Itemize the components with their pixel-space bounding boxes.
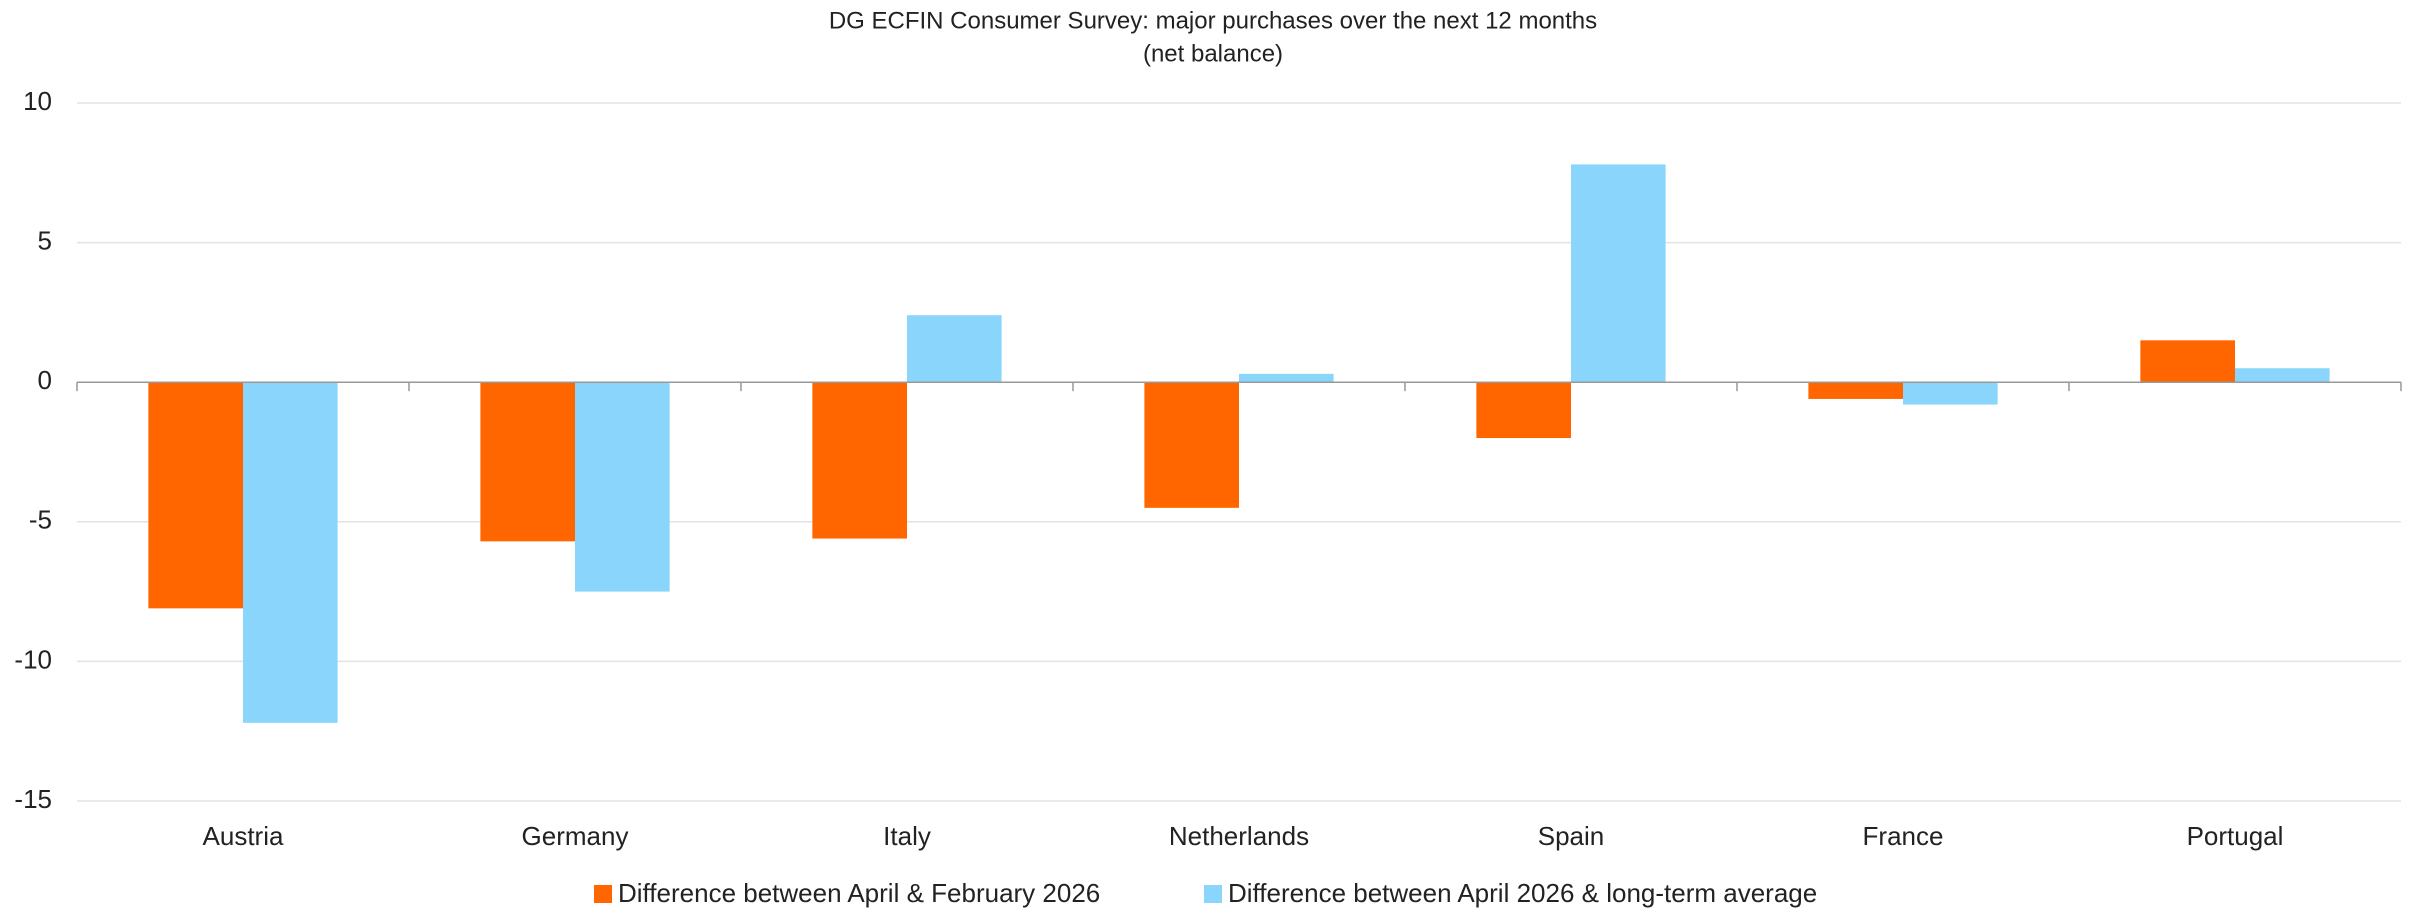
y-tick-label: -15	[14, 784, 52, 814]
bar	[480, 382, 575, 542]
x-tick-label: Netherlands	[1169, 821, 1309, 851]
bar	[1144, 382, 1239, 508]
legend-label: Difference between April 2026 & long-ter…	[1228, 878, 1817, 908]
bar	[1571, 164, 1666, 383]
legend-swatch	[594, 885, 612, 903]
bar	[2235, 368, 2330, 383]
x-tick-label: Austria	[203, 821, 284, 851]
legend-swatch	[1204, 885, 1222, 903]
x-tick-label: Italy	[883, 821, 931, 851]
chart-title: DG ECFIN Consumer Survey: major purchase…	[829, 7, 1597, 34]
bar	[1808, 382, 1903, 399]
bar	[1476, 382, 1571, 439]
bar	[812, 382, 907, 539]
y-tick-label: -10	[14, 644, 52, 674]
chart-subtitle: (net balance)	[1143, 40, 1283, 67]
bar	[1903, 382, 1998, 405]
bar	[243, 382, 338, 723]
y-tick-label: -5	[29, 505, 52, 535]
y-tick-label: 5	[38, 225, 52, 255]
bar	[1239, 373, 1334, 383]
x-tick-label: Spain	[1538, 821, 1605, 851]
bar	[907, 315, 1002, 383]
x-tick-label: Germany	[522, 821, 629, 851]
bar	[148, 382, 243, 609]
x-tick-label: Portugal	[2187, 821, 2284, 851]
bar	[575, 382, 670, 592]
bar	[2140, 340, 2235, 383]
x-tick-label: France	[1863, 821, 1944, 851]
y-tick-label: 10	[23, 86, 52, 116]
legend-label: Difference between April & February 2026	[618, 878, 1100, 908]
y-tick-label: 0	[38, 365, 52, 395]
